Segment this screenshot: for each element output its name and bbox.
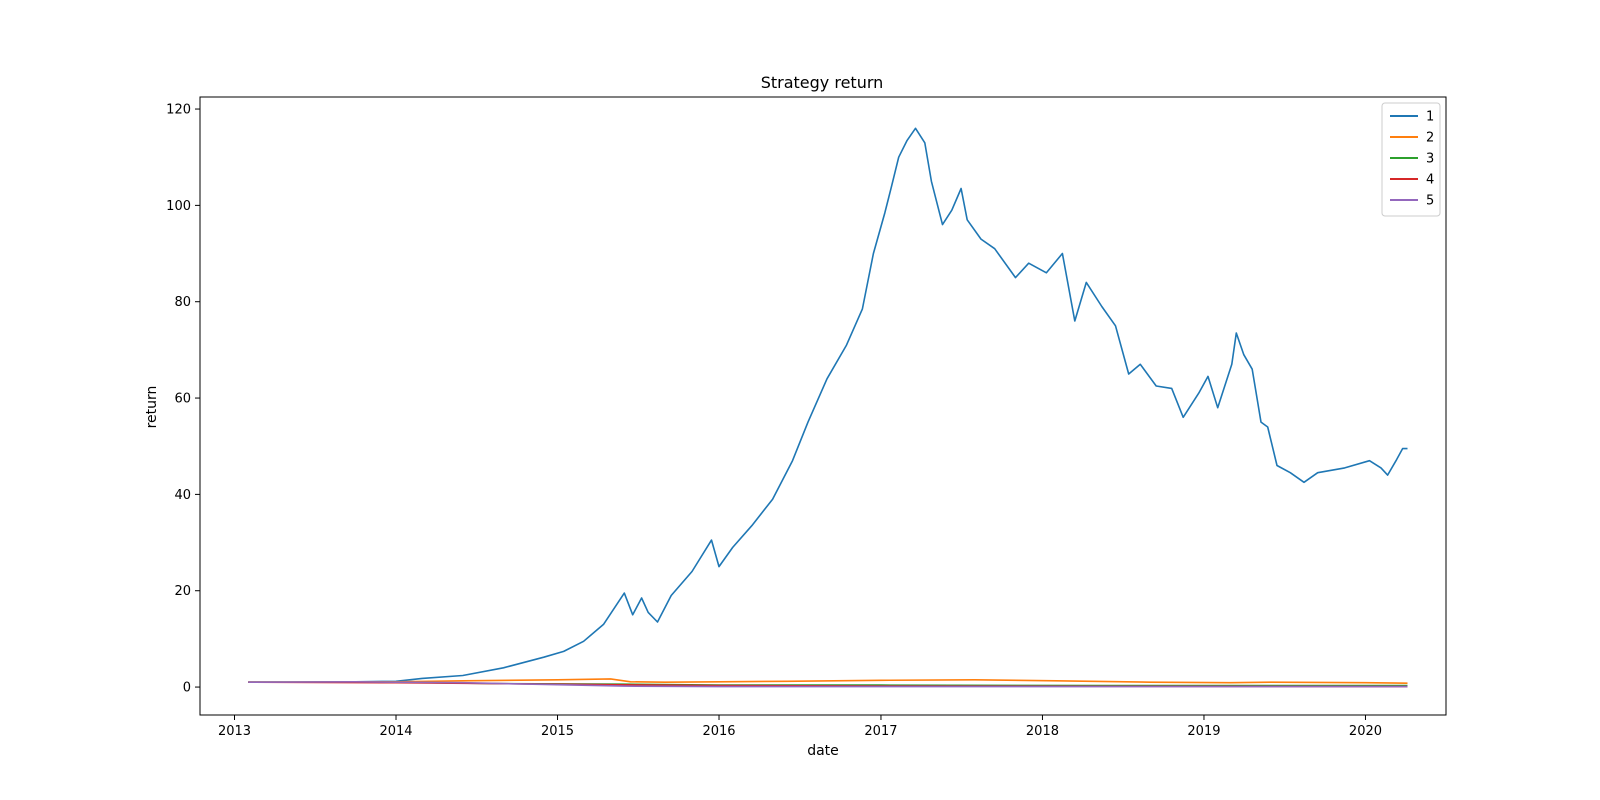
y-tick-label: 20: [174, 584, 191, 599]
y-tick-label: 100: [166, 199, 191, 214]
series-line-5: [248, 681, 1408, 688]
y-axis-label: return: [144, 386, 160, 429]
x-tick-label: 2015: [541, 724, 574, 739]
x-tick-label: 2017: [864, 724, 897, 739]
y-axis: 0 20 40 60 80 100 120: [166, 103, 200, 696]
x-tick-label: 2019: [1187, 724, 1220, 739]
x-axis: 2013 2014 2015 2016 2017 2018 2019 2020: [218, 715, 1382, 739]
legend-label-1: 1: [1426, 110, 1434, 125]
x-tick-label: 2018: [1026, 724, 1059, 739]
axes-frame: [199, 96, 1447, 716]
legend-label-3: 3: [1426, 152, 1434, 167]
x-tick-label: 2014: [379, 724, 412, 739]
legend-box: [1381, 102, 1441, 217]
y-tick-label: 80: [174, 295, 191, 310]
series-layer: [248, 127, 1408, 688]
x-tick-label: 2013: [218, 724, 251, 739]
y-tick-label: 0: [183, 681, 191, 696]
legend-label-2: 2: [1426, 131, 1434, 146]
legend-label-5: 5: [1426, 194, 1434, 209]
legend: 1 2 3 4 5: [1381, 102, 1441, 217]
y-tick-label: 60: [174, 392, 191, 407]
x-tick-label: 2020: [1349, 724, 1382, 739]
x-tick-label: 2016: [702, 724, 735, 739]
series-line-2: [248, 678, 1408, 684]
x-axis-label: date: [807, 743, 839, 759]
series-line-1: [248, 127, 1408, 683]
y-tick-label: 40: [174, 488, 191, 503]
y-tick-label: 120: [166, 103, 191, 118]
legend-label-4: 4: [1426, 173, 1434, 188]
chart-title: Strategy return: [761, 73, 884, 92]
